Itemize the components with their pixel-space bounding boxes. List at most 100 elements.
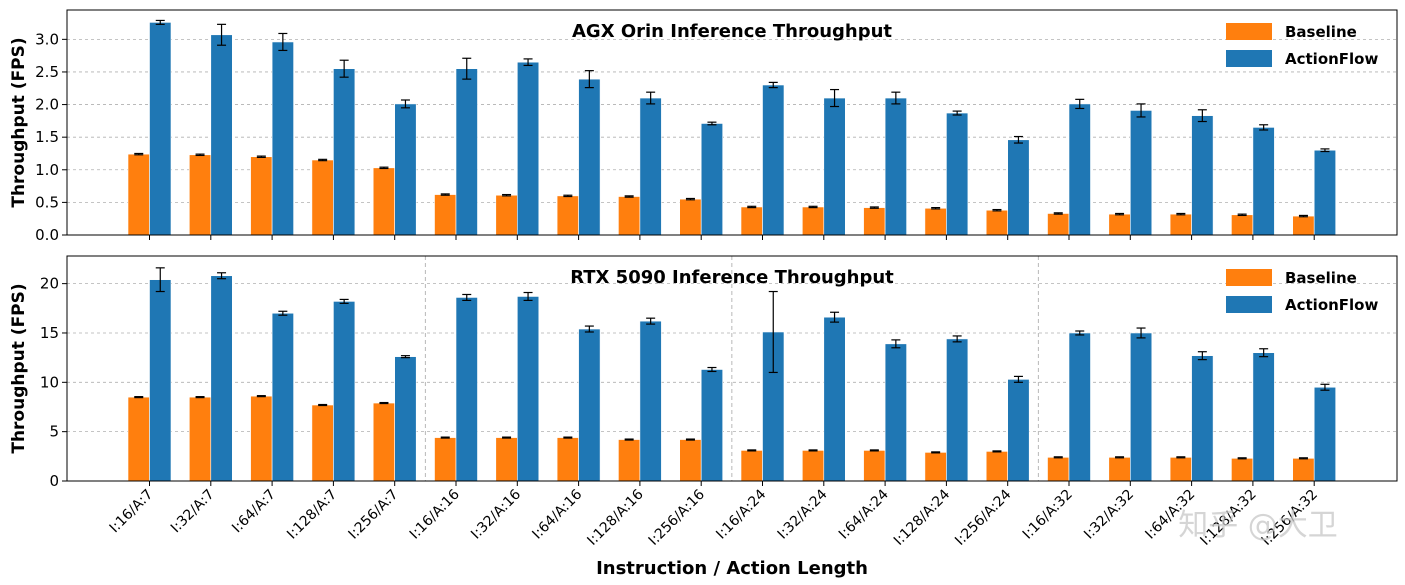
x-tick-label: I:256/A:24 bbox=[952, 486, 1014, 548]
x-axis-label: Instruction / Action Length bbox=[596, 558, 868, 579]
bar-baseline bbox=[250, 395, 273, 482]
bar-baseline bbox=[1169, 457, 1192, 482]
bar-baseline bbox=[801, 206, 825, 236]
bar-actionflow bbox=[271, 312, 294, 482]
bar-actionflow bbox=[149, 22, 172, 236]
bar-actionflow bbox=[884, 97, 907, 236]
y-tick-label: 20 bbox=[40, 275, 59, 293]
bar-actionflow bbox=[455, 68, 478, 236]
bar-baseline bbox=[985, 451, 1009, 482]
bar-actionflow bbox=[210, 275, 233, 482]
bar-baseline bbox=[1169, 213, 1192, 236]
bar-actionflow bbox=[1007, 379, 1030, 482]
bar-actionflow bbox=[1252, 127, 1275, 236]
legend: Baseline ActionFlow bbox=[1226, 269, 1378, 314]
legend: Baseline ActionFlow bbox=[1226, 23, 1378, 68]
bar-baseline bbox=[1292, 458, 1315, 482]
x-tick-label: I:64/A:16 bbox=[529, 486, 585, 542]
bar-baseline bbox=[1047, 213, 1070, 236]
bar-baseline bbox=[740, 450, 763, 482]
x-tick-label: I:128/A:24 bbox=[891, 486, 953, 548]
bar-baseline bbox=[924, 452, 947, 482]
bar-actionflow bbox=[762, 84, 785, 236]
bar-actionflow bbox=[394, 103, 417, 236]
bar-baseline bbox=[1231, 458, 1254, 482]
x-tick-label: I:32/A:7 bbox=[168, 487, 218, 537]
x-tick-label: I:256/A:7 bbox=[345, 487, 401, 543]
legend-swatch-actionflow bbox=[1226, 296, 1272, 313]
bar-baseline bbox=[127, 153, 150, 236]
bar-actionflow bbox=[394, 356, 417, 482]
bar-baseline bbox=[127, 396, 150, 482]
y-tick-label: 15 bbox=[40, 324, 59, 342]
bar-actionflow bbox=[210, 34, 233, 236]
y-tick-label: 5 bbox=[49, 423, 59, 441]
bar-baseline bbox=[434, 194, 457, 236]
bar-baseline bbox=[250, 156, 273, 236]
bar-baseline bbox=[556, 195, 579, 236]
bar-baseline bbox=[679, 439, 702, 482]
legend-swatch-baseline bbox=[1226, 23, 1272, 40]
x-tick-label: I:64/A:24 bbox=[836, 486, 892, 542]
bar-actionflow bbox=[149, 279, 172, 482]
y-tick-label: 1.0 bbox=[35, 161, 59, 179]
legend-swatch-baseline bbox=[1226, 269, 1272, 286]
x-tick-label: I:16/A:32 bbox=[1020, 487, 1076, 543]
bar-baseline bbox=[679, 198, 702, 236]
agx-orin-panel: 0.0 0.5 1.0 1.5 2.0 2.5 3.0 AGX Orin Inference … bbox=[9, 9, 1398, 244]
bar-baseline bbox=[618, 196, 641, 236]
y-tick-label: 3.0 bbox=[35, 30, 59, 48]
bar-actionflow bbox=[1068, 332, 1091, 482]
bar-actionflow bbox=[884, 343, 907, 482]
bar-baseline bbox=[1108, 457, 1131, 482]
legend-label-baseline: Baseline bbox=[1285, 23, 1357, 41]
bar-baseline bbox=[311, 404, 334, 482]
bar-actionflow bbox=[946, 112, 969, 236]
bar-actionflow bbox=[578, 78, 601, 236]
bar-baseline bbox=[556, 437, 579, 482]
x-tick-label: I:32/A:32 bbox=[1081, 487, 1137, 543]
series-actionflow bbox=[149, 19, 1336, 236]
bar-actionflow bbox=[333, 301, 356, 482]
bar-baseline bbox=[372, 167, 396, 236]
x-tick-label: I:128/A:7 bbox=[284, 487, 340, 543]
y-tick-label: 0.0 bbox=[35, 226, 59, 244]
bar-actionflow bbox=[516, 296, 540, 482]
bar-actionflow bbox=[639, 97, 662, 236]
y-axis-label: Throughput (FPS) bbox=[9, 37, 29, 207]
bar-baseline bbox=[189, 396, 212, 482]
bar-actionflow bbox=[1252, 352, 1275, 482]
y-tick-label: 2.0 bbox=[35, 96, 59, 114]
bar-baseline bbox=[863, 207, 886, 236]
bar-actionflow bbox=[1191, 355, 1214, 482]
bar-baseline bbox=[740, 206, 763, 236]
bar-baseline bbox=[801, 450, 825, 482]
x-tick-label: I:16/A:24 bbox=[713, 486, 769, 542]
bar-actionflow bbox=[1130, 110, 1153, 236]
chart-title: RTX 5090 Inference Throughput bbox=[570, 267, 894, 288]
bar-baseline bbox=[985, 209, 1009, 236]
x-tick-label: I:32/A:16 bbox=[468, 486, 524, 542]
bar-actionflow bbox=[271, 41, 294, 236]
bar-baseline bbox=[618, 439, 641, 482]
plot-frame bbox=[66, 9, 1398, 236]
y-tick-label: 0 bbox=[49, 472, 59, 490]
bar-actionflow bbox=[333, 68, 356, 236]
legend-label-baseline: Baseline bbox=[1285, 269, 1357, 287]
x-tick-label: I:128/A:16 bbox=[584, 486, 646, 548]
bar-actionflow bbox=[1130, 332, 1153, 482]
bar-actionflow bbox=[700, 123, 724, 236]
y-tick-label: 10 bbox=[40, 373, 59, 391]
bar-baseline bbox=[189, 154, 212, 236]
y-axis-label: Throughput (FPS) bbox=[9, 283, 29, 453]
bar-baseline bbox=[495, 437, 518, 482]
bar-actionflow bbox=[639, 320, 662, 482]
bar-actionflow bbox=[1313, 149, 1336, 236]
bar-actionflow bbox=[516, 61, 540, 236]
bar-actionflow bbox=[1007, 139, 1030, 236]
legend-swatch-actionflow bbox=[1226, 50, 1272, 67]
x-tick-label: I:64/A:7 bbox=[229, 487, 279, 537]
